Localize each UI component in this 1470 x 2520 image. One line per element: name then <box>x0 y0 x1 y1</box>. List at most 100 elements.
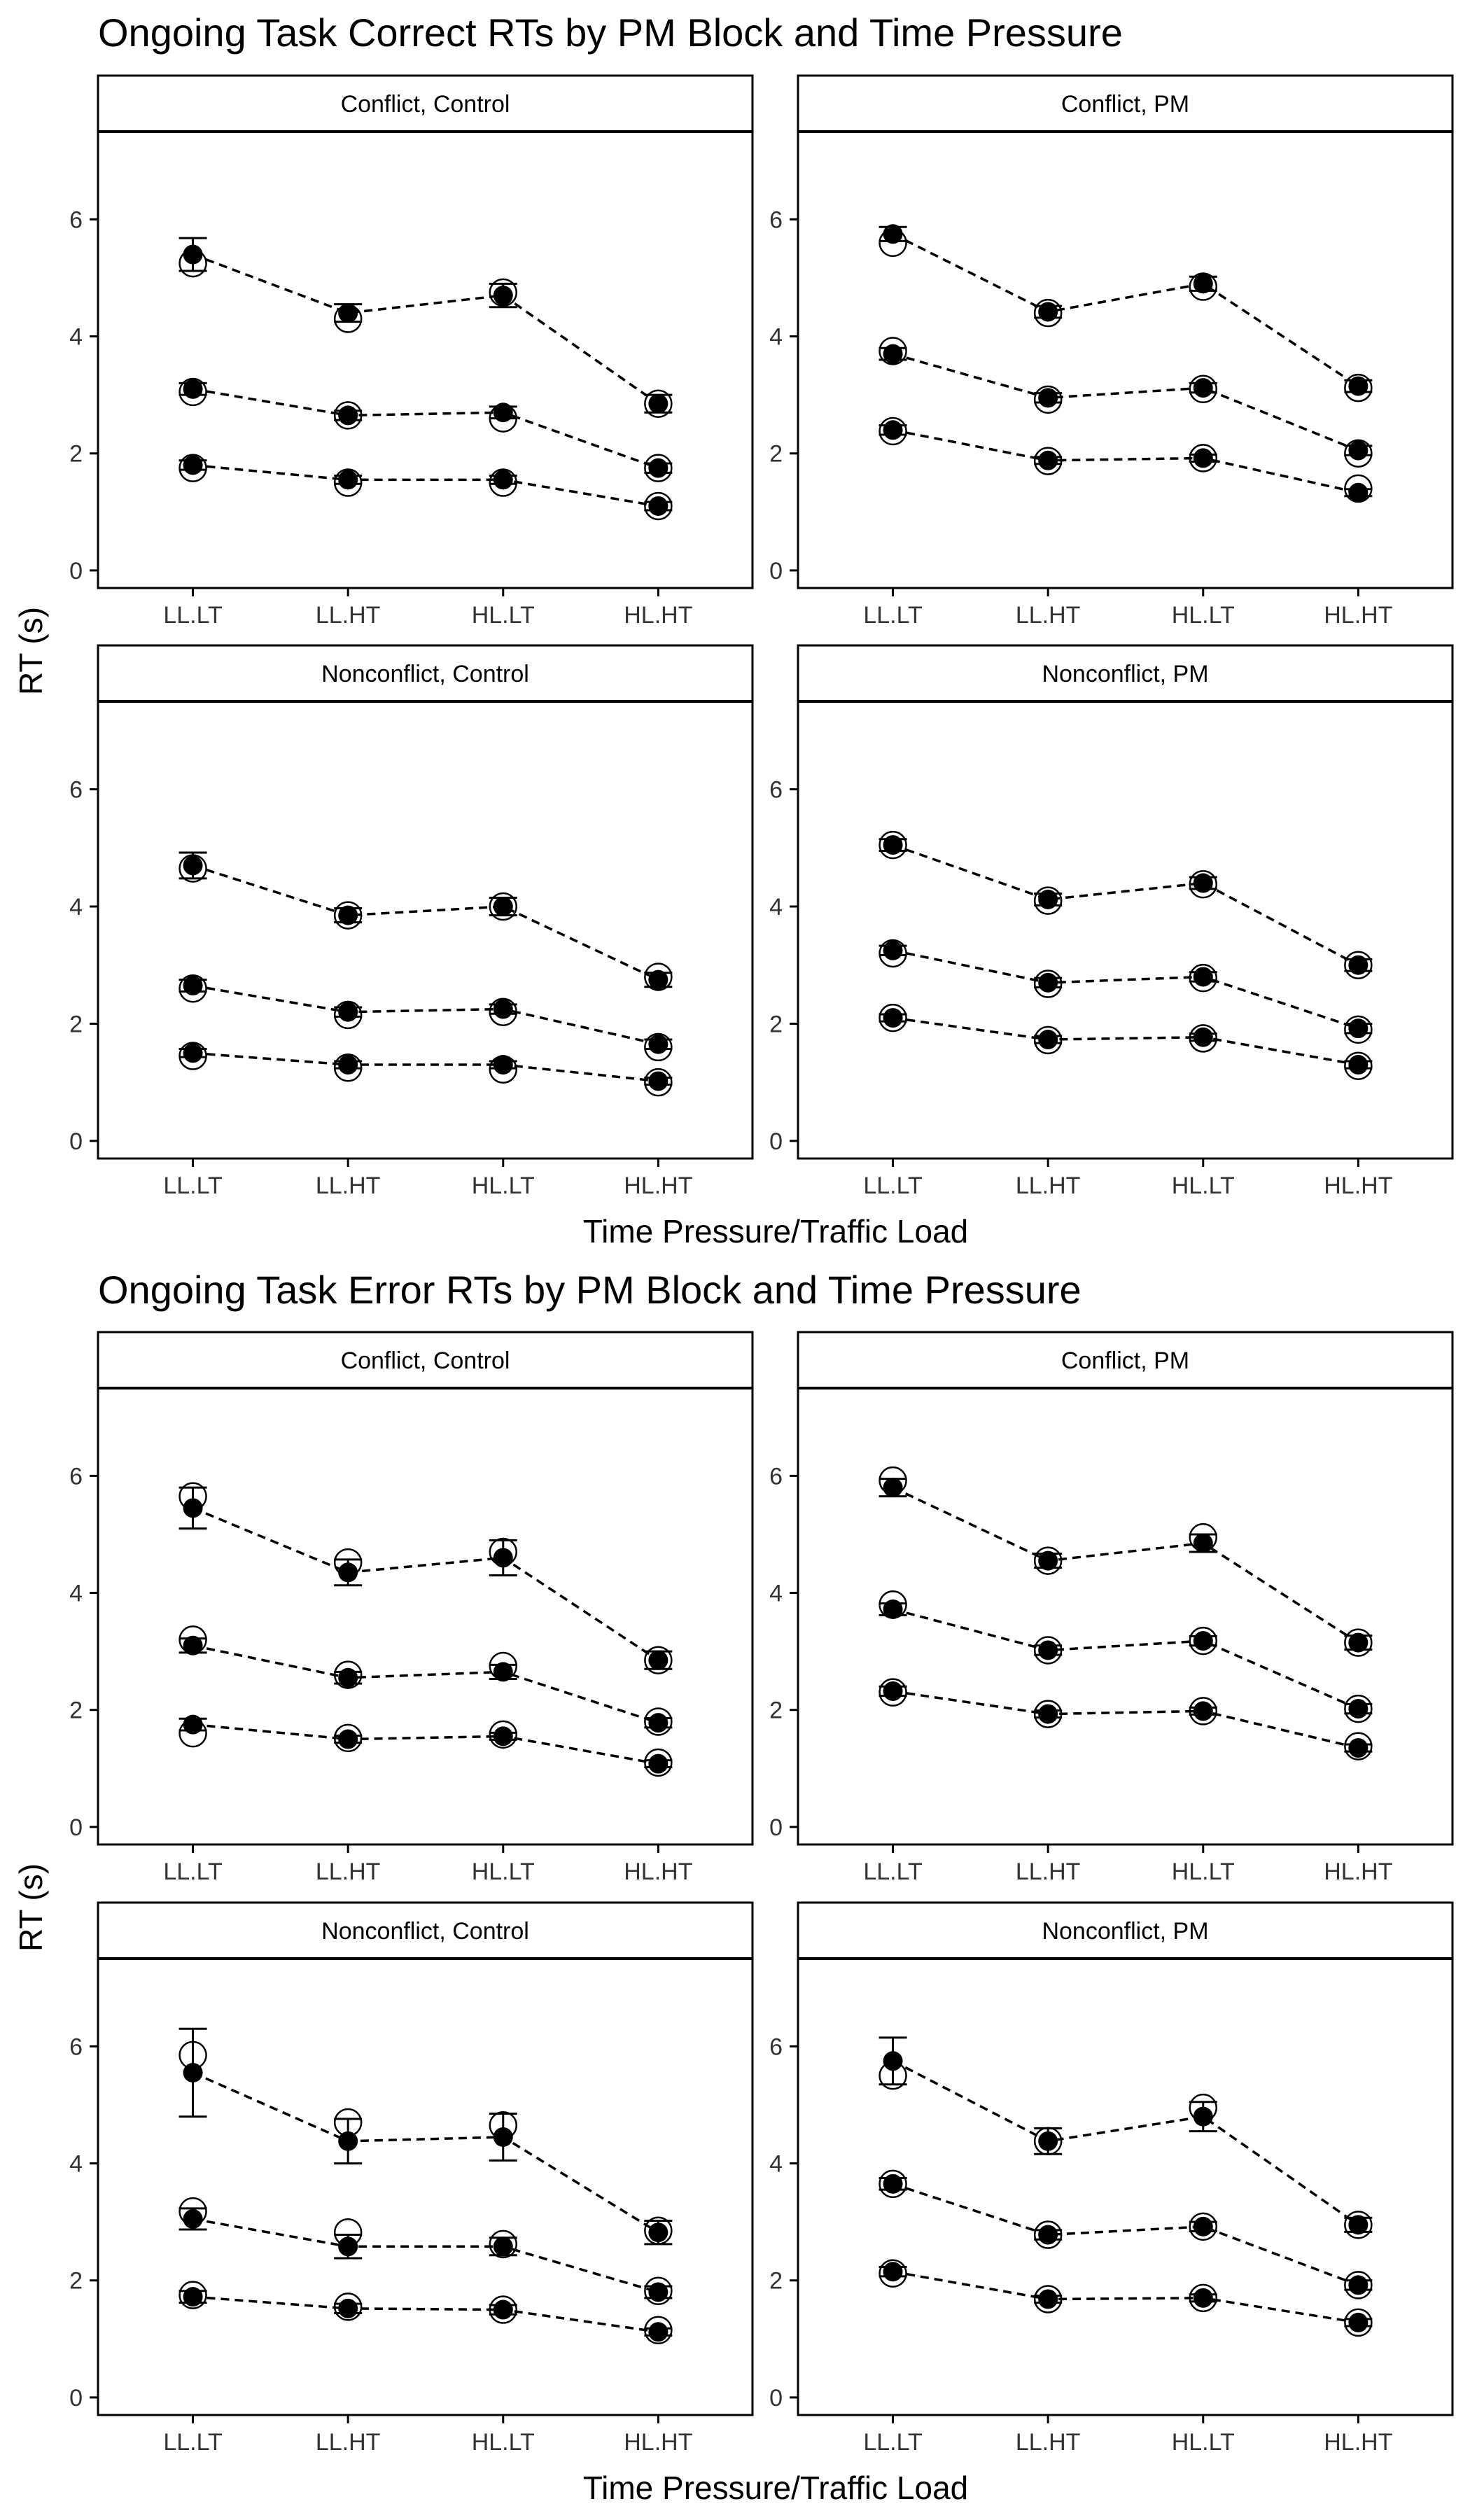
fig1-panel1-series1-filled-point <box>493 286 513 306</box>
fig1-panel2-series2-open-point <box>878 337 907 365</box>
figure-2-title: Ongoing Task Error RTs by PM Block and T… <box>98 1268 1082 1312</box>
fig1-panel2-series1-open-point <box>1344 373 1373 402</box>
fig2-panel1-series2-filled-point <box>648 1713 668 1733</box>
fig1-panel1-series1-filled-point <box>648 393 668 414</box>
fig1-panel2-x-tick-label: HL.HT <box>1324 602 1392 629</box>
fig2-panel4-y-tick-label: 0 <box>769 2385 783 2412</box>
fig1-panel1-y-tick-label: 0 <box>69 558 83 584</box>
fig1-panel1-x-tick-label: LL.HT <box>316 602 381 629</box>
fig1-panel4-series2-open-point <box>1344 1015 1373 1044</box>
fig2-panel3-series2-filled-point <box>648 2282 668 2302</box>
fig2-panel4-series2-open-point <box>1033 2220 1063 2249</box>
fig1-panel2-series2-open-point <box>1344 439 1373 468</box>
fig2-panel4-series2-filled-point <box>1348 2275 1368 2295</box>
fig2-panel2-series3-open-point <box>878 1678 907 1707</box>
fig1-panel3-series2-filled-point <box>648 1034 668 1054</box>
fig2-panel2-series2-filled-point <box>1193 1631 1213 1651</box>
fig2-panel3-series3-filled-point <box>648 2322 668 2342</box>
fig2-panel3-y-tick-label: 2 <box>69 2268 83 2295</box>
fig2-panel1-series2-line <box>192 1644 659 1724</box>
fig1-panel1-series3-open-point <box>333 468 363 497</box>
fig2-panel2-series2-open-point <box>1344 1694 1373 1723</box>
fig2-panel4-series3-filled-point <box>1038 2289 1058 2309</box>
fig1-panel1-series1-filled-point <box>183 244 203 265</box>
fig2-panel1-series1-open-point <box>644 1646 673 1674</box>
fig2-panel4-series1-filled-point <box>1348 2215 1368 2235</box>
fig1-panel3-y-tick-label: 2 <box>69 1011 83 1037</box>
fig1-panel3-series3-filled-point <box>493 1055 513 1075</box>
fig2-panel1-series3-open-point <box>644 1748 673 1777</box>
fig2-panel3-series3-open-point <box>489 2295 518 2324</box>
fig1-panel3-series2-open-point <box>489 997 518 1026</box>
fig1-panel3-series3-filled-point <box>183 1043 203 1063</box>
fig2-panel1-series2-filled-point <box>183 1635 203 1656</box>
fig2-panel4-x-tick-label: HL.HT <box>1324 2429 1392 2456</box>
fig2-panel2-series3-filled-point <box>1193 1701 1213 1721</box>
fig1-panel2-series2-line <box>892 352 1359 452</box>
fig2-panel1-series3-filled-point <box>493 1726 513 1746</box>
fig1-panel1-series3-filled-point <box>493 470 513 490</box>
fig2-panel3-series1-open-point <box>644 2216 673 2245</box>
fig1-panel4-series2-filled-point <box>1348 1018 1368 1039</box>
fig1-panel4-x-tick-label: HL.LT <box>1172 1172 1235 1199</box>
fig2-panel2-strip-label: Conflict, PM <box>1061 1348 1189 1374</box>
fig1-panel4-series1-filled-point <box>1193 873 1213 893</box>
fig1-panel4-series2-open-point <box>1189 963 1218 993</box>
fig1-panel3: Nonconflict, Control 0 2 4 6 LL.LT LL.HT HL.LT H… <box>69 644 754 1199</box>
fig1-panel4-y-tick-label: 2 <box>769 1011 783 1037</box>
fig2-panel4-series3-filled-point <box>1348 2312 1368 2332</box>
fig2-panel1-x-tick-label: LL.LT <box>163 1858 222 1885</box>
fig1-panel4-series3-filled-point <box>883 1008 903 1028</box>
fig1-panel2-series1-line <box>892 232 1359 388</box>
fig1-panel3-series3-open-point <box>178 1042 207 1070</box>
fig1-panel3-series3-open-point <box>333 1053 363 1082</box>
fig1-panel1-series1-open-point <box>489 278 518 307</box>
fig2-panel4-series2-filled-point <box>883 2174 903 2194</box>
fig1-panel4-x-tick-label: LL.LT <box>863 1172 922 1199</box>
fig2-panel2-series1-line <box>892 1486 1359 1644</box>
fig1-panel1-plot-border <box>97 130 754 589</box>
fig2-panel2-series3-filled-point <box>883 1681 903 1701</box>
fig2-panel4-x-tick-label: HL.LT <box>1172 2429 1235 2456</box>
fig1-panel1-series2-open-point <box>644 454 673 482</box>
fig1-panel2-strip <box>797 74 1454 133</box>
fig2-panel4-series3-open-point <box>878 2259 907 2288</box>
fig1-panel2-series1-filled-point <box>1193 274 1213 294</box>
fig2-panel2-series2-line <box>892 1608 1359 1710</box>
fig2-panel2-x-tick-label: HL.LT <box>1172 1858 1235 1885</box>
fig1-panel2-series1-open-point <box>1189 272 1218 301</box>
fig1-panel3-series3-filled-point <box>338 1055 358 1075</box>
fig2-panel3: Nonconflict, Control 0 2 4 6 LL.LT LL.HT HL.LT H… <box>69 1901 754 2456</box>
fig2-panel4-series3-open-point <box>1189 2283 1218 2313</box>
fig1-panel4-y-tick-label: 0 <box>769 1128 783 1155</box>
fig2-panel3-series2-open-point <box>644 2276 673 2306</box>
fig2-panel2-series3-open-point <box>1344 1732 1373 1760</box>
fig1-panel4-strip-label: Nonconflict, PM <box>1042 661 1208 687</box>
fig1-panel2-series2-open-point <box>1033 385 1063 414</box>
fig2-panel4-y-tick-label: 6 <box>769 2033 783 2060</box>
fig2-panel2-series1-filled-point <box>1038 1550 1058 1571</box>
fig1-panel1-series2-open-point <box>333 401 363 430</box>
fig2-panel1-series1-filled-point <box>493 1548 513 1568</box>
fig2-panel1-series1-filled-point <box>648 1650 668 1670</box>
fig1-panel4-series1-open-point <box>1033 886 1063 915</box>
fig2-panel1-y-tick-label: 0 <box>69 1814 83 1841</box>
fig1-panel4-x-tick-label: HL.HT <box>1324 1172 1392 1199</box>
fig1-panel4-series3-open-point <box>1189 1024 1218 1053</box>
fig1-panel3-strip-label: Nonconflict, Control <box>321 661 529 687</box>
fig1-panel3-series2-line <box>192 984 659 1046</box>
fig2-panel1-series1-filled-point <box>183 1498 203 1518</box>
fig2-panel1-series3-filled-point <box>648 1754 668 1774</box>
fig1-panel1-y-tick-label: 6 <box>69 206 83 233</box>
fig1-panel1-series2-line <box>192 388 659 470</box>
fig1-panel2-series3-open-point <box>1189 444 1218 472</box>
fig1-panel2-series2-filled-point <box>883 344 903 364</box>
fig2-panel1-series3-filled-point <box>183 1714 203 1735</box>
fig1-panel3-series1-open-point <box>333 901 363 930</box>
fig2-panel4-series1-filled-point <box>883 2051 903 2071</box>
fig1-panel1-series3-open-point <box>178 454 207 482</box>
fig1-panel2-series3-filled-point <box>883 420 903 440</box>
fig1-panel1-series3-filled-point <box>338 470 358 490</box>
fig2-panel2-series1-filled-point <box>1348 1632 1368 1653</box>
fig1-panel3-series2-filled-point <box>183 976 203 996</box>
